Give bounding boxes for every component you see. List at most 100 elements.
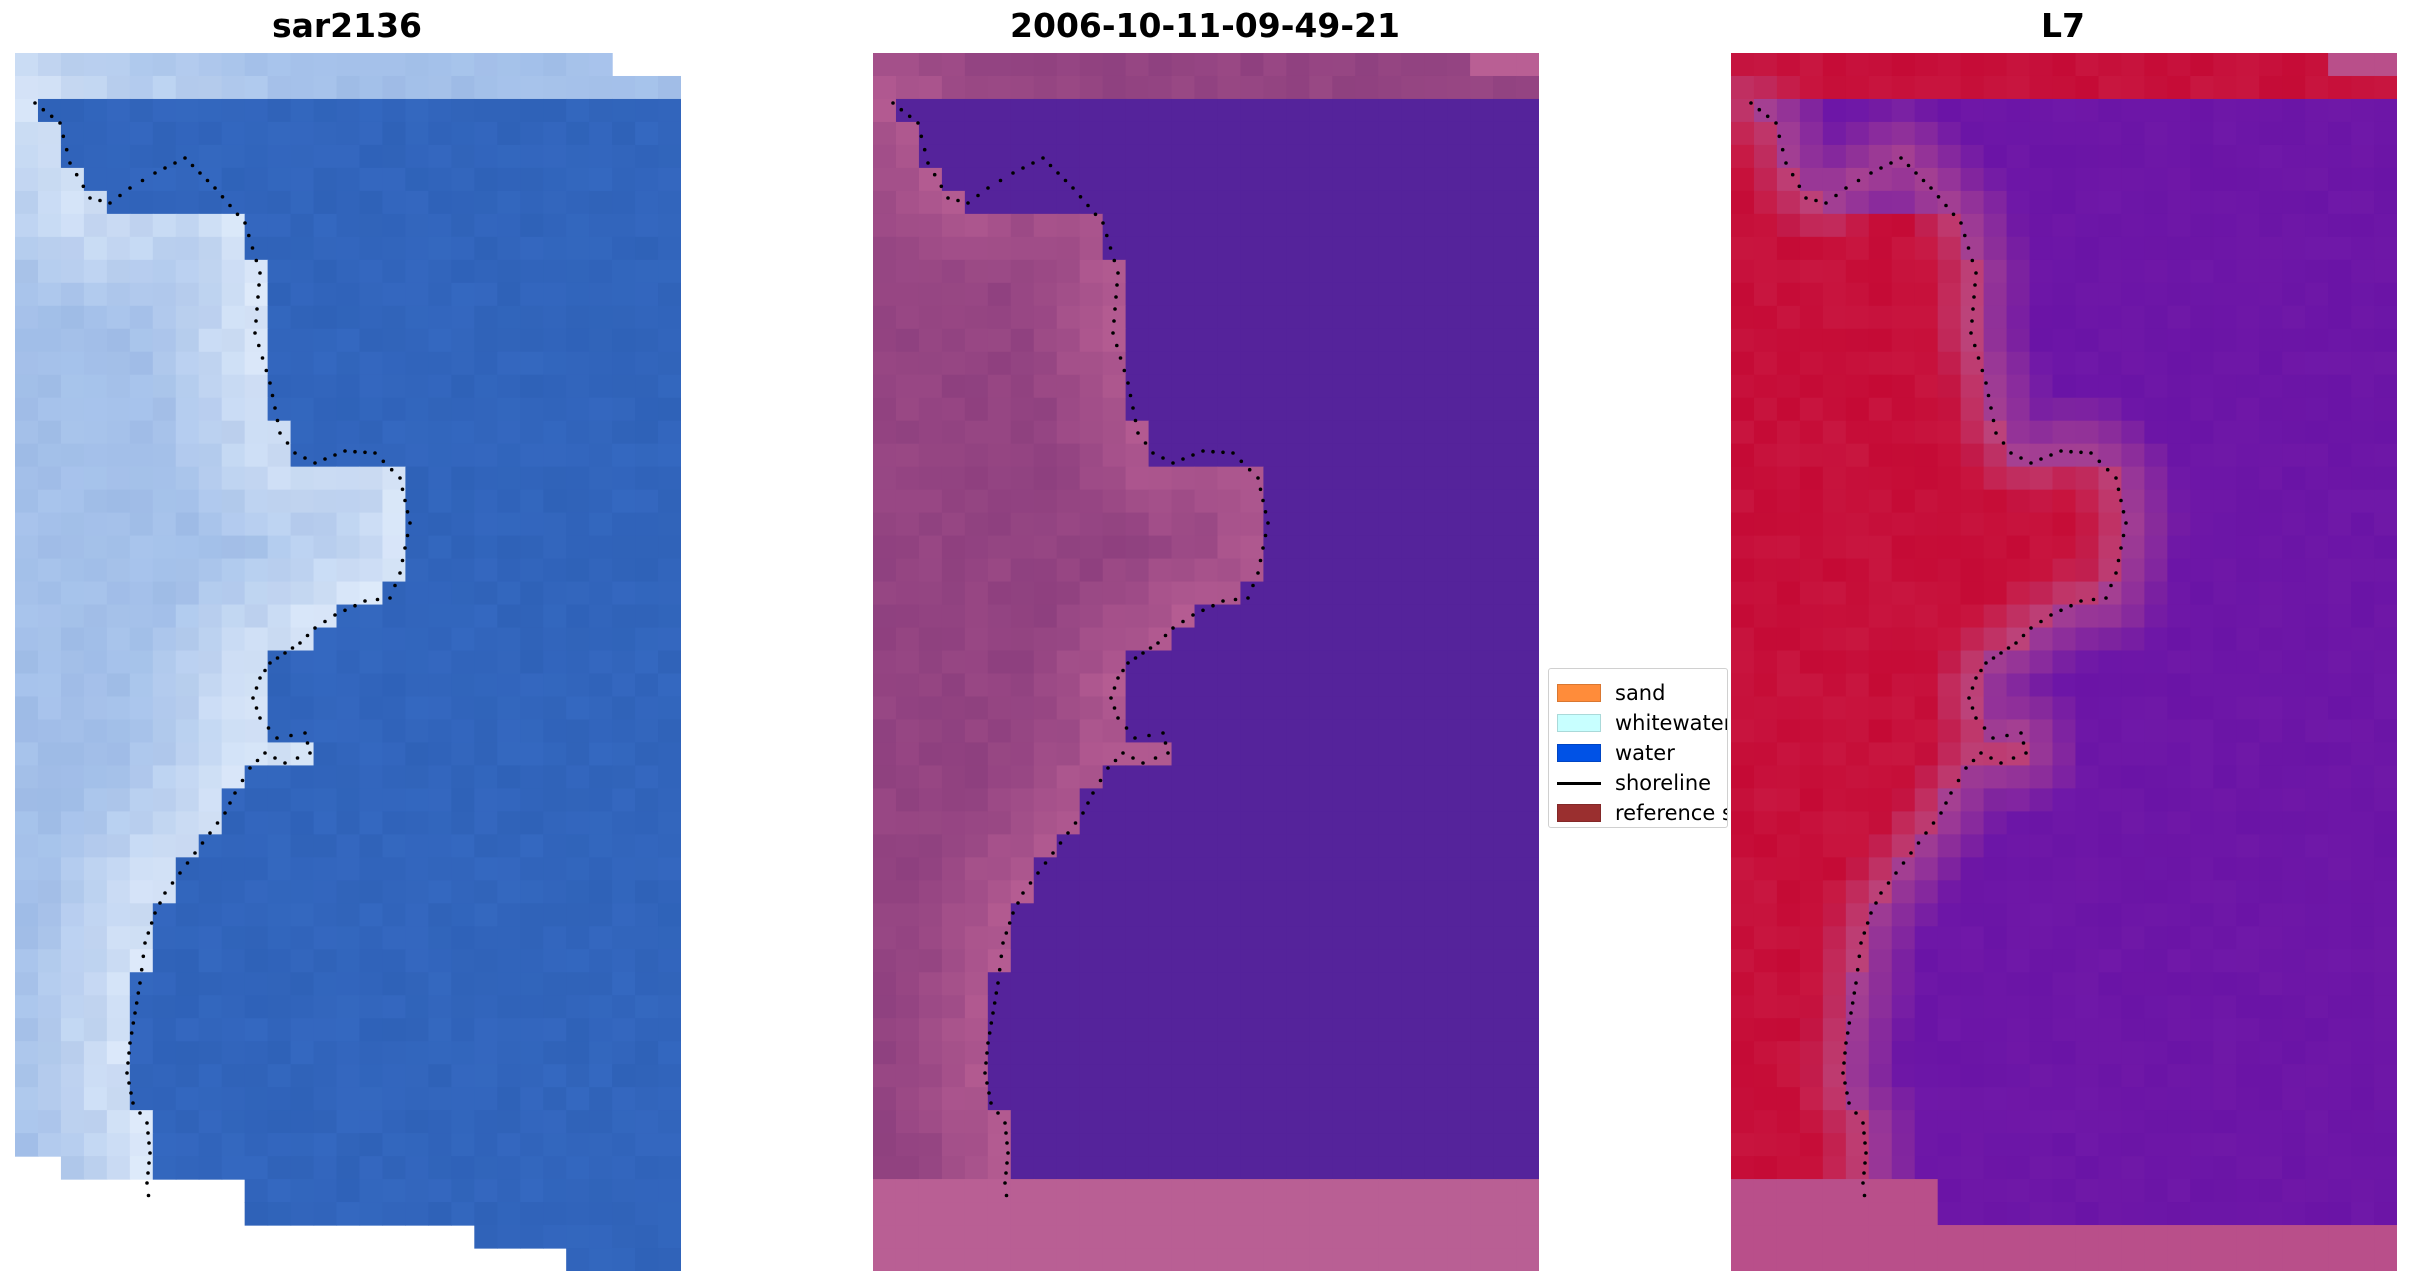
shoreline-point xyxy=(243,221,247,225)
image-pixel xyxy=(1309,880,1333,904)
image-pixel xyxy=(267,696,292,721)
image-pixel xyxy=(1079,144,1104,169)
shoreline-point xyxy=(153,911,157,915)
image-pixel xyxy=(1868,650,1893,675)
image-pixel xyxy=(1217,558,1242,583)
image-pixel xyxy=(612,1110,636,1134)
image-pixel xyxy=(612,949,636,973)
shoreline-point xyxy=(1136,431,1140,435)
image-pixel xyxy=(15,213,39,238)
image-pixel xyxy=(1891,98,1916,123)
image-pixel xyxy=(1845,443,1870,468)
image-pixel xyxy=(1799,949,1824,973)
image-pixel xyxy=(589,581,613,606)
image-pixel xyxy=(895,673,920,698)
image-pixel xyxy=(2075,788,2100,812)
shoreline-point xyxy=(2091,597,2096,602)
image-pixel xyxy=(382,213,407,238)
shoreline-point xyxy=(138,1111,142,1115)
image-pixel xyxy=(2144,397,2168,422)
image-pixel xyxy=(1493,926,1517,950)
image-pixel xyxy=(382,374,407,399)
image-pixel xyxy=(1799,696,1824,721)
image-pixel xyxy=(267,650,292,675)
image-pixel xyxy=(2305,1087,2329,1111)
image-pixel xyxy=(1033,1156,1058,1180)
image-pixel xyxy=(474,75,498,100)
image-pixel xyxy=(1148,121,1173,146)
image-pixel xyxy=(313,903,338,927)
image-pixel xyxy=(1731,512,1755,537)
image-pixel xyxy=(1822,190,1847,215)
image-pixel xyxy=(1401,604,1425,629)
image-pixel xyxy=(941,1041,966,1065)
shoreline-point xyxy=(1066,831,1070,835)
image-pixel xyxy=(2075,719,2100,744)
image-pixel xyxy=(15,351,39,376)
image-pixel xyxy=(520,1179,544,1203)
image-pixel xyxy=(1401,673,1425,698)
image-pixel xyxy=(1010,259,1035,284)
shoreline-point xyxy=(1221,599,1225,603)
image-pixel xyxy=(1799,581,1824,606)
image-pixel xyxy=(2305,1133,2329,1157)
image-pixel xyxy=(2282,1110,2306,1134)
image-pixel xyxy=(1799,489,1824,514)
image-pixel xyxy=(1148,236,1173,261)
image-pixel xyxy=(2305,144,2329,169)
image-pixel xyxy=(589,742,613,767)
image-pixel xyxy=(313,374,338,399)
image-pixel xyxy=(1263,305,1287,330)
image-pixel xyxy=(1937,75,1962,100)
image-pixel xyxy=(612,1179,636,1203)
image-pixel xyxy=(2121,949,2145,973)
image-pixel xyxy=(152,512,177,537)
image-pixel xyxy=(2374,236,2397,261)
image-pixel xyxy=(1355,190,1379,215)
image-pixel xyxy=(2282,949,2306,973)
image-pixel xyxy=(428,696,452,721)
image-pixel xyxy=(589,1202,613,1226)
image-pixel xyxy=(1470,581,1494,606)
image-pixel xyxy=(267,75,292,100)
image-pixel xyxy=(2236,53,2260,77)
image-pixel xyxy=(1378,972,1402,996)
image-pixel xyxy=(198,742,223,767)
image-pixel xyxy=(1753,696,1778,721)
image-pixel xyxy=(2121,880,2145,904)
image-pixel xyxy=(2282,236,2306,261)
image-pixel xyxy=(520,144,544,169)
image-pixel xyxy=(474,328,498,353)
image-pixel xyxy=(1822,650,1847,675)
image-pixel xyxy=(221,765,246,789)
image-pixel xyxy=(918,765,943,789)
image-pixel xyxy=(2098,466,2123,491)
image-pixel xyxy=(1125,903,1150,927)
image-pixel xyxy=(1822,1064,1847,1088)
image-pixel xyxy=(2213,328,2237,353)
image-pixel xyxy=(1056,443,1081,468)
image-pixel xyxy=(918,1064,943,1088)
image-pixel xyxy=(60,167,85,192)
shoreline-point xyxy=(1847,1021,1852,1025)
image-pixel xyxy=(873,788,897,812)
image-pixel xyxy=(635,259,659,284)
image-pixel xyxy=(589,627,613,652)
image-pixel xyxy=(2282,305,2306,330)
image-pixel xyxy=(60,1018,85,1042)
shoreline-point xyxy=(1886,881,1891,885)
image-pixel xyxy=(175,581,200,606)
image-pixel xyxy=(198,903,223,927)
image-pixel xyxy=(941,926,966,950)
image-pixel xyxy=(1401,1248,1425,1271)
image-pixel xyxy=(1424,75,1448,100)
image-pixel xyxy=(1470,305,1494,330)
image-pixel xyxy=(635,972,659,996)
image-pixel xyxy=(1914,1248,1939,1271)
image-pixel xyxy=(2167,282,2191,307)
image-pixel xyxy=(83,121,108,146)
image-pixel xyxy=(359,213,384,238)
image-pixel xyxy=(1309,75,1333,100)
image-pixel xyxy=(359,811,384,835)
image-pixel xyxy=(1891,1133,1916,1157)
